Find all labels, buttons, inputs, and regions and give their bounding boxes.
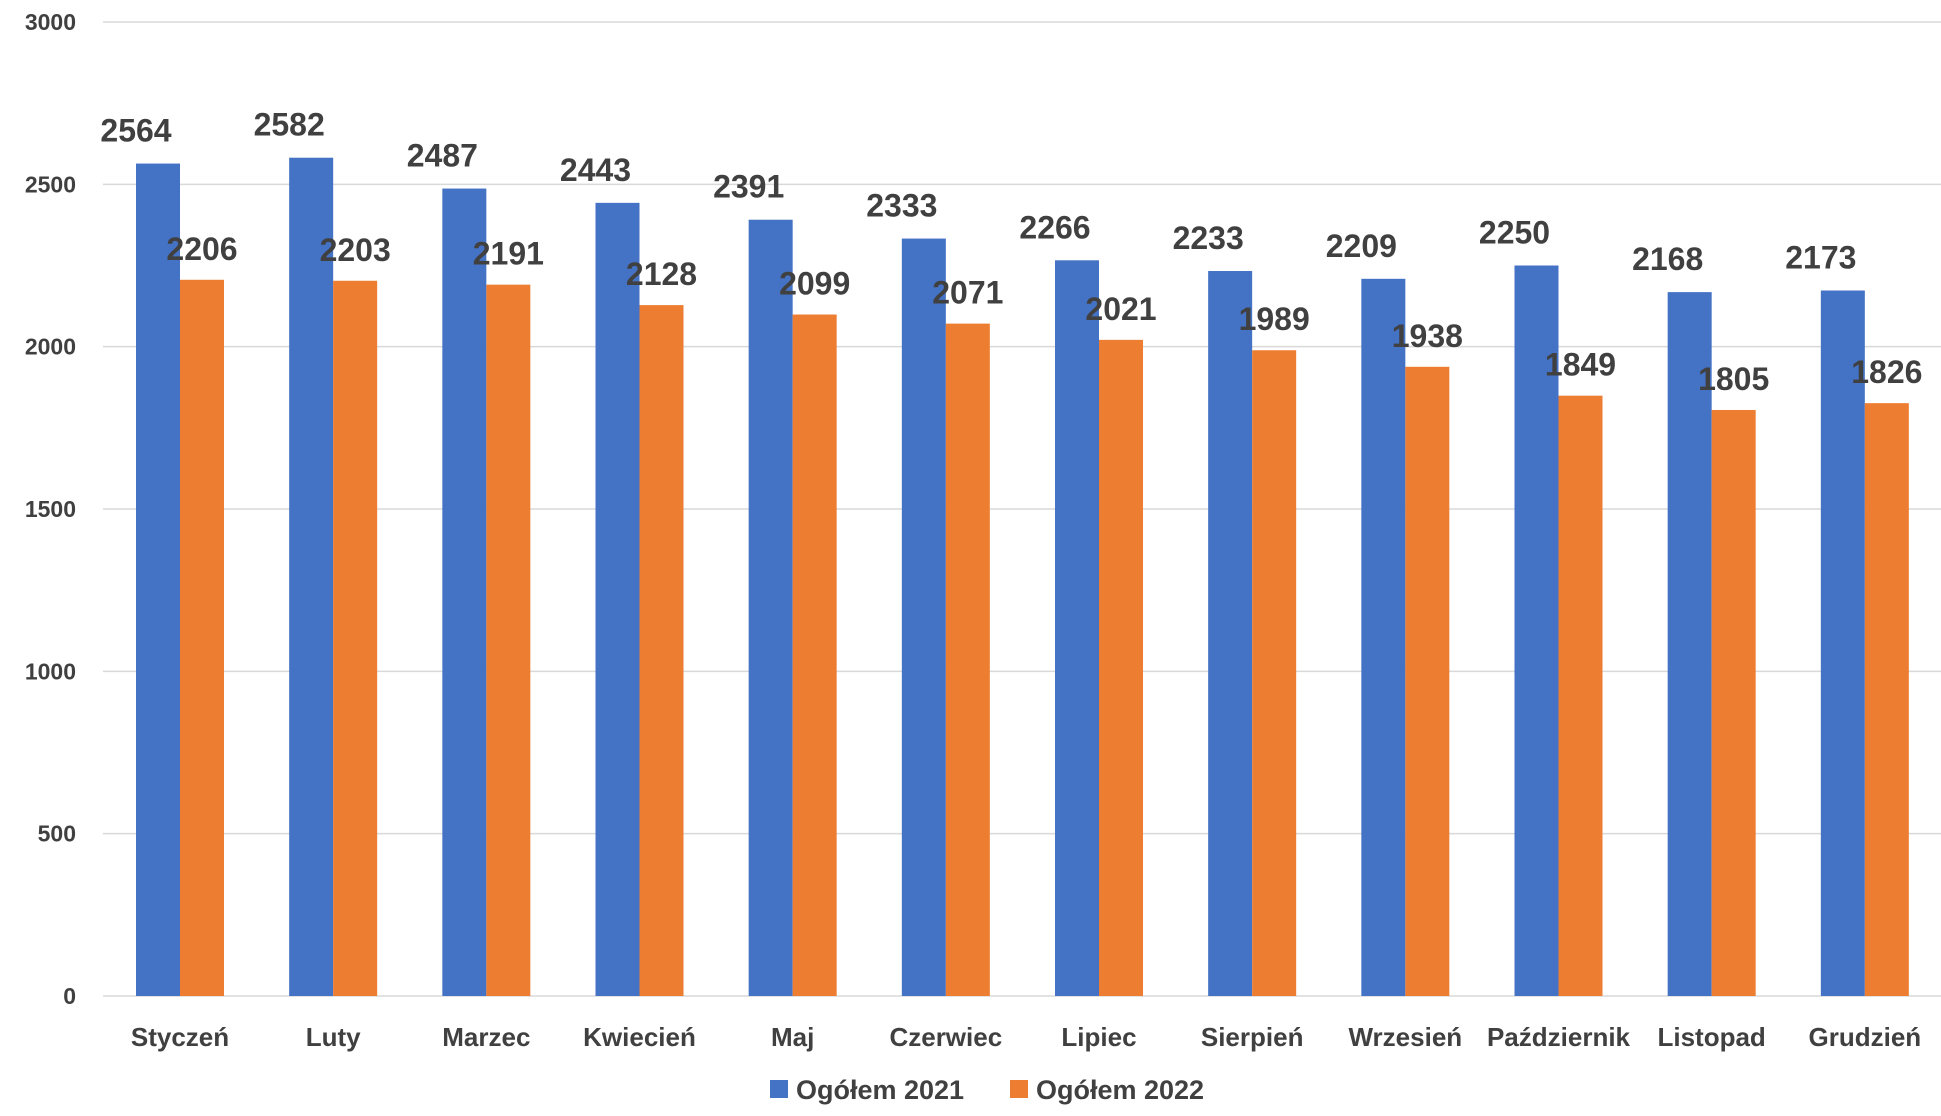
y-tick-label: 500 bbox=[38, 821, 76, 847]
data-label: 1849 bbox=[1545, 347, 1616, 383]
bar bbox=[1361, 278, 1406, 996]
y-tick-label: 0 bbox=[63, 983, 76, 1009]
x-tick-label: Sierpień bbox=[1201, 1022, 1304, 1052]
legend-label: Ogółem 2021 bbox=[796, 1075, 964, 1105]
data-label: 2128 bbox=[626, 256, 697, 292]
gridlines bbox=[103, 21, 1941, 997]
bar bbox=[180, 279, 224, 996]
x-tick-label: Marzec bbox=[442, 1022, 530, 1052]
x-tick-label: Luty bbox=[306, 1022, 361, 1052]
data-label: 2203 bbox=[320, 232, 391, 268]
y-tick-label: 2000 bbox=[25, 334, 76, 360]
bar bbox=[1055, 260, 1099, 997]
x-axis-labels: Styczeń Luty Marzec Kwiecień Maj Czerwiec Lipi… bbox=[131, 1022, 1921, 1052]
y-axis-ticks: 0 500 1000 1500 2000 2500 3000 bbox=[25, 9, 76, 1009]
data-label: 2443 bbox=[560, 152, 631, 188]
bar bbox=[1711, 409, 1756, 996]
bar bbox=[1514, 265, 1559, 996]
bar bbox=[442, 188, 487, 996]
bar bbox=[136, 163, 180, 996]
data-label: 2173 bbox=[1785, 239, 1856, 275]
data-label: 1826 bbox=[1851, 354, 1922, 390]
bar bbox=[289, 157, 334, 996]
data-label: 2250 bbox=[1479, 215, 1550, 251]
x-tick-label: Wrzesień bbox=[1348, 1022, 1462, 1052]
bar bbox=[901, 238, 946, 996]
y-tick-label: 3000 bbox=[25, 9, 76, 35]
data-labels: 2564 2582 2487 2443 2391 2333 2266 2233 2209 2250… bbox=[100, 107, 1922, 397]
data-label: 2168 bbox=[1632, 241, 1703, 277]
legend-swatch bbox=[1010, 1080, 1028, 1098]
bars bbox=[136, 157, 1909, 997]
legend-swatch bbox=[770, 1080, 788, 1098]
x-tick-label: Kwiecień bbox=[583, 1022, 696, 1052]
x-tick-label: Styczeń bbox=[131, 1022, 229, 1052]
data-label: 2233 bbox=[1173, 220, 1244, 256]
bar bbox=[595, 202, 640, 996]
bar bbox=[1820, 290, 1865, 996]
data-label: 2209 bbox=[1326, 228, 1397, 264]
bar bbox=[333, 280, 378, 996]
bar bbox=[639, 305, 684, 996]
x-tick-label: Maj bbox=[771, 1022, 814, 1052]
bar bbox=[945, 323, 990, 996]
x-tick-label: Lipiec bbox=[1061, 1022, 1136, 1052]
bar bbox=[1405, 366, 1450, 996]
bar bbox=[1208, 271, 1253, 996]
bar bbox=[1667, 292, 1712, 996]
x-tick-label: Grudzień bbox=[1808, 1022, 1921, 1052]
x-tick-label: Listopad bbox=[1657, 1022, 1765, 1052]
bar bbox=[1864, 403, 1909, 996]
legend-item[interactable]: Ogółem 2021 bbox=[770, 1075, 964, 1105]
data-label: 2266 bbox=[1019, 209, 1090, 245]
data-label: 2391 bbox=[713, 169, 784, 205]
bar bbox=[1252, 350, 1297, 996]
bar bbox=[792, 314, 837, 996]
data-label: 1989 bbox=[1239, 301, 1310, 337]
legend[interactable]: Ogółem 2021 Ogółem 2022 bbox=[770, 1075, 1204, 1105]
data-label: 2191 bbox=[473, 236, 544, 272]
data-label: 1805 bbox=[1698, 361, 1769, 397]
data-label: 2099 bbox=[779, 266, 850, 302]
data-label: 2206 bbox=[166, 231, 237, 267]
bar bbox=[486, 284, 531, 996]
y-tick-label: 1000 bbox=[25, 658, 76, 684]
data-label: 2564 bbox=[100, 113, 171, 149]
bar bbox=[748, 219, 793, 997]
legend-label: Ogółem 2022 bbox=[1036, 1075, 1204, 1105]
x-tick-label: Czerwiec bbox=[889, 1022, 1002, 1052]
data-label: 2021 bbox=[1085, 291, 1156, 327]
bar bbox=[1099, 339, 1143, 997]
data-label: 1938 bbox=[1392, 318, 1463, 354]
y-tick-label: 1500 bbox=[25, 496, 76, 522]
data-label: 2071 bbox=[932, 275, 1003, 311]
legend-item[interactable]: Ogółem 2022 bbox=[1010, 1075, 1204, 1105]
y-tick-label: 2500 bbox=[25, 171, 76, 197]
x-tick-label: Październik bbox=[1487, 1022, 1631, 1052]
data-label: 2582 bbox=[254, 107, 325, 143]
data-label: 2487 bbox=[407, 138, 478, 174]
bar bbox=[1558, 395, 1603, 996]
data-label: 2333 bbox=[866, 188, 937, 224]
